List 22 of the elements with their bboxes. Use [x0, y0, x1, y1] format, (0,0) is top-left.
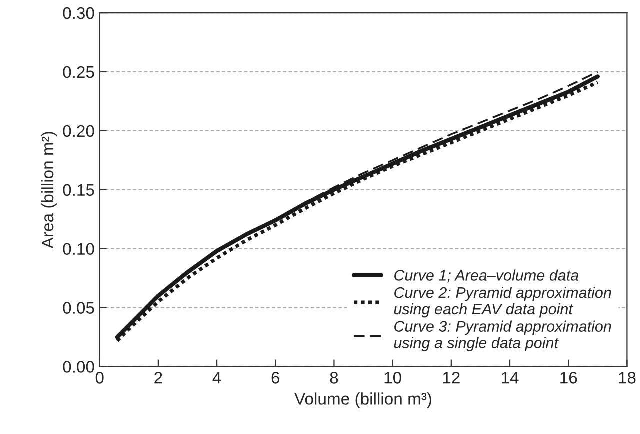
- x-tick-label: 8: [330, 372, 338, 384]
- y-tick-label: 0.15: [63, 184, 94, 196]
- x-tick-label: 10: [384, 372, 402, 384]
- y-tick-label: 0.30: [63, 7, 94, 20]
- x-tick-label: 6: [272, 372, 280, 384]
- x-tick-label: 2: [154, 372, 162, 384]
- y-tick-label: 0.20: [63, 125, 94, 138]
- x-tick-label: 4: [212, 372, 222, 384]
- x-tick-label: 12: [443, 372, 460, 384]
- x-tick-label: 18: [619, 372, 636, 384]
- y-tick-label: 0.25: [63, 66, 94, 78]
- x-tick-label: 14: [502, 372, 519, 384]
- x-tick-label: 16: [560, 372, 578, 384]
- x-tick-label: 0: [96, 372, 104, 384]
- x-axis-title: Volume (billion m³): [294, 392, 432, 408]
- y-tick-label: 0.10: [63, 243, 94, 256]
- y-tick-label: 0.00: [63, 361, 94, 373]
- y-tick-label: 0.05: [63, 302, 94, 314]
- legend-label: Curve 2: Pyramid approximation using each EAV data point: [394, 287, 612, 318]
- legend-label: Curve 1; Area–volume data: [394, 270, 579, 283]
- y-axis-title: Area (billion m²): [41, 132, 57, 249]
- legend-label: Curve 3: Pyramid approximation using a single data point: [394, 320, 612, 352]
